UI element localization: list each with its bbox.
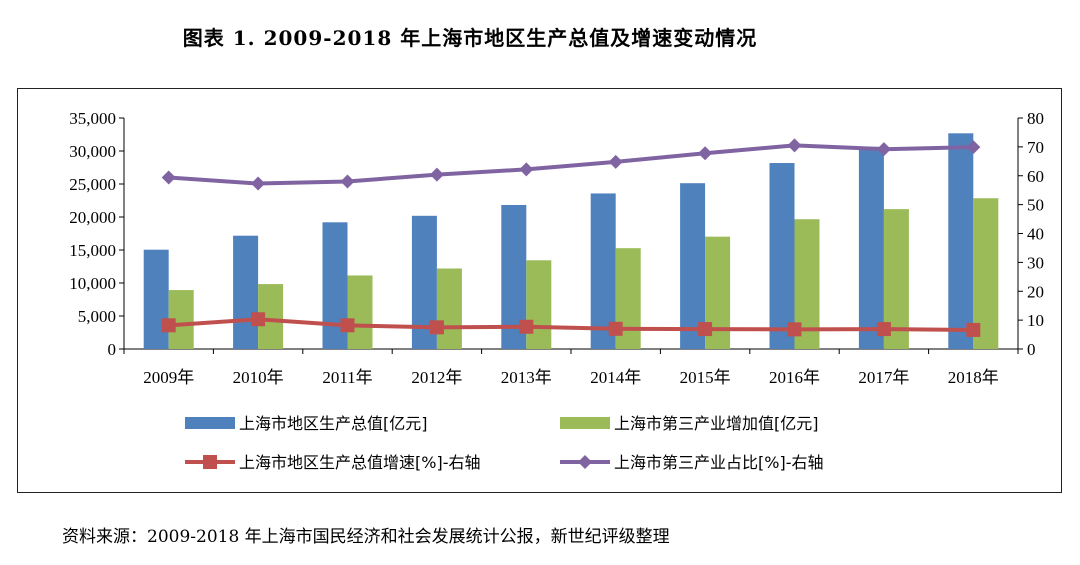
tertiary-share-point bbox=[876, 142, 891, 157]
left-tick-label: 25,000 bbox=[69, 175, 116, 194]
bar-gdp bbox=[143, 249, 169, 349]
bar-gdp bbox=[680, 183, 706, 349]
tertiary-share-point bbox=[429, 167, 444, 182]
x-tick-label: 2014年 bbox=[590, 368, 641, 387]
left-tick-label: 20,000 bbox=[69, 208, 116, 227]
legend-swatch bbox=[185, 417, 235, 429]
bar-tertiary bbox=[347, 275, 373, 349]
x-tick-label: 2018年 bbox=[948, 368, 999, 387]
tertiary-share-point bbox=[787, 138, 802, 153]
right-tick-label: 40 bbox=[1027, 225, 1044, 244]
x-tick-label: 2009年 bbox=[143, 368, 194, 387]
left-tick-label: 5,000 bbox=[78, 307, 116, 326]
tertiary-share-point bbox=[519, 162, 534, 177]
x-tick-label: 2016年 bbox=[769, 368, 820, 387]
left-tick-label: 30,000 bbox=[69, 142, 116, 161]
bar-tertiary bbox=[436, 268, 462, 349]
gdp-growth-point bbox=[340, 318, 355, 333]
right-tick-label: 70 bbox=[1027, 138, 1044, 157]
tertiary-share-point bbox=[608, 154, 623, 169]
gdp-growth-point bbox=[251, 312, 266, 327]
legend-marker bbox=[203, 455, 217, 469]
chart-frame bbox=[17, 88, 1062, 493]
tertiary-share-point bbox=[340, 174, 355, 189]
x-tick-label: 2013年 bbox=[501, 368, 552, 387]
legend-swatch bbox=[560, 417, 610, 429]
x-tick-label: 2011年 bbox=[322, 368, 372, 387]
legend-label: 上海市第三产业占比[%]-右轴 bbox=[614, 453, 823, 472]
source-note: 资料来源：2009-2018 年上海市国民经济和社会发展统计公报，新世纪评级整理 bbox=[62, 527, 670, 547]
legend-label: 上海市地区生产总值增速[%]-右轴 bbox=[239, 453, 480, 472]
left-tick-label: 35,000 bbox=[69, 109, 116, 128]
gdp-growth-point bbox=[608, 321, 623, 336]
gdp-growth-point bbox=[966, 322, 981, 337]
tertiary-share-point bbox=[966, 140, 981, 155]
tertiary-share-line bbox=[168, 143, 974, 186]
gdp-growth-point bbox=[698, 322, 713, 337]
x-tick-label: 2015年 bbox=[680, 368, 731, 387]
right-tick-label: 0 bbox=[1027, 340, 1036, 359]
right-tick-label: 30 bbox=[1027, 253, 1044, 272]
gdp-growth-line bbox=[168, 317, 974, 332]
chart-title: 图表 1. 2009-2018 年上海市地区生产总值及增速变动情况 bbox=[182, 26, 758, 50]
bar-gdp bbox=[948, 133, 974, 349]
tertiary-share-point bbox=[161, 170, 176, 185]
gdp-growth-point bbox=[161, 318, 176, 333]
legend-label: 上海市地区生产总值[亿元] bbox=[239, 414, 428, 433]
gdp-growth-point bbox=[429, 320, 444, 335]
right-tick-label: 20 bbox=[1027, 282, 1044, 301]
x-tick-label: 2017年 bbox=[858, 368, 909, 387]
legend-label: 上海市第三产业增加值[亿元] bbox=[614, 414, 819, 433]
right-tick-label: 60 bbox=[1027, 167, 1044, 186]
right-tick-label: 80 bbox=[1027, 109, 1044, 128]
gdp-growth-point bbox=[787, 322, 802, 337]
x-tick-label: 2012年 bbox=[411, 368, 462, 387]
left-tick-label: 10,000 bbox=[69, 274, 116, 293]
bar-gdp bbox=[233, 235, 259, 349]
bar-gdp bbox=[858, 146, 884, 349]
bar-gdp bbox=[769, 163, 795, 349]
left-tick-label: 15,000 bbox=[69, 241, 116, 260]
gdp-growth-point bbox=[519, 319, 534, 334]
right-tick-label: 50 bbox=[1027, 196, 1044, 215]
right-tick-label: 10 bbox=[1027, 311, 1044, 330]
tertiary-share-point bbox=[698, 146, 713, 161]
left-tick-label: 0 bbox=[108, 340, 117, 359]
legend-marker bbox=[578, 455, 592, 469]
bar-tertiary bbox=[526, 260, 552, 349]
x-tick-label: 2010年 bbox=[233, 368, 284, 387]
tertiary-share-point bbox=[251, 176, 266, 191]
gdp-growth-point bbox=[876, 322, 891, 337]
